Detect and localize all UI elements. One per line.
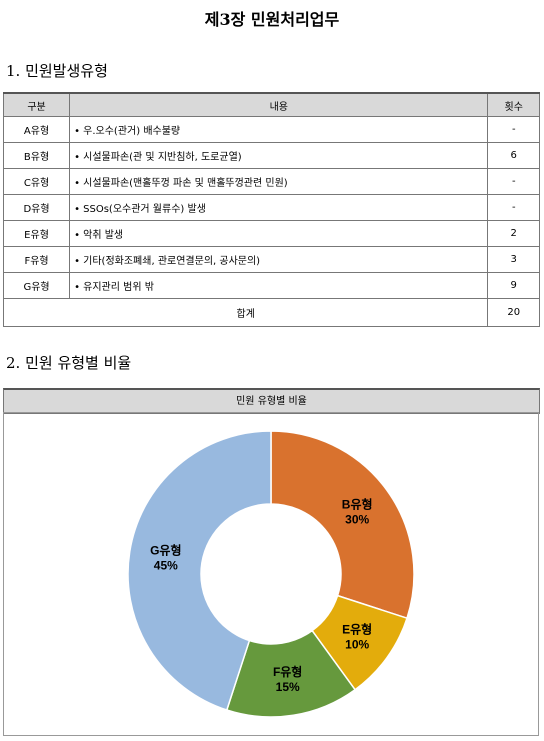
- total-value: 20: [487, 298, 540, 327]
- table-cell: • 기타(정화조폐쇄, 관로연결문의, 공사문의): [69, 246, 489, 273]
- table-cell: • 시설물파손(맨홀뚜껑 파손 및 맨홀뚜껑관련 민원): [69, 168, 489, 195]
- doc-title: 제3장 민원처리업무: [204, 10, 340, 29]
- table-row: E유형 • 악취 발생 2: [2, 220, 540, 247]
- table-cell: B유형: [2, 142, 71, 169]
- header-cell: 횟수: [487, 92, 540, 117]
- table-cell: G유형: [2, 272, 71, 299]
- table-cell: C유형: [2, 168, 71, 195]
- header-cell: 구분: [2, 92, 71, 117]
- table-cell: • 시설물파손(관 및 지반침하, 도로균열): [69, 142, 489, 169]
- table-cell: 2: [487, 220, 540, 247]
- table-cell: • 우.오수(관거) 배수불량: [69, 116, 489, 143]
- slice-category: E유형: [342, 622, 372, 637]
- table: 구분 내용 횟수 A유형 • 우.오수(관거) 배수불량 - B유형 • 시설물파손(관 및 …: [2, 92, 540, 327]
- header-cell: 내용: [69, 92, 489, 117]
- slice-category: B유형: [342, 496, 373, 511]
- chart-title: 민원 유형별 비율: [3, 388, 540, 414]
- table-cell: • SSOs(오수관거 월류수) 발생: [69, 194, 489, 221]
- chart-frame: [3, 412, 539, 736]
- slice-value: 45%: [154, 558, 178, 572]
- table-row: D유형 • SSOs(오수관거 월류수) 발생 -: [2, 194, 540, 221]
- table-cell: 6: [487, 142, 540, 169]
- header-row: 구분 내용 횟수: [2, 92, 540, 117]
- total-label: 합계: [2, 298, 489, 327]
- pie-slice: [270, 430, 415, 620]
- table-cell: • 유지관리 범위 밖: [69, 272, 489, 299]
- section-title: 1. 민원발생유형: [6, 62, 108, 80]
- table-cell: -: [487, 116, 540, 143]
- table-cell: A유형: [2, 116, 71, 143]
- table-row: F유형 • 기타(정화조폐쇄, 관로연결문의, 공사문의) 3: [2, 246, 540, 273]
- table-cell: • 악취 발생: [69, 220, 489, 247]
- table-cell: D유형: [2, 194, 71, 221]
- table-row: C유형 • 시설물파손(맨홀뚜껑 파손 및 맨홀뚜껑관련 민원) -: [2, 168, 540, 195]
- slice-category: F유형: [273, 664, 302, 679]
- table-row: B유형 • 시설물파손(관 및 지반침하, 도로균열) 6: [2, 142, 540, 169]
- slice-category: G유형: [150, 542, 181, 557]
- table-cell: -: [487, 168, 540, 195]
- slice-value: 15%: [276, 680, 300, 694]
- table-cell: -: [487, 194, 540, 221]
- table-cell: F유형: [2, 246, 71, 273]
- slice-value: 30%: [345, 512, 369, 526]
- pie-slice: [127, 430, 272, 711]
- table-body: 구분 내용 횟수 A유형 • 우.오수(관거) 배수불량 - B유형 • 시설물파손(관 및 …: [2, 92, 540, 327]
- section-title: 2. 민원 유형별 비율: [6, 354, 132, 372]
- table-cell: 3: [487, 246, 540, 273]
- table-cell: 9: [487, 272, 540, 299]
- table-cell: E유형: [2, 220, 71, 247]
- table-row: A유형 • 우.오수(관거) 배수불량 -: [2, 116, 540, 143]
- slice-value: 10%: [345, 638, 369, 652]
- total-row: 합계 20: [2, 298, 540, 327]
